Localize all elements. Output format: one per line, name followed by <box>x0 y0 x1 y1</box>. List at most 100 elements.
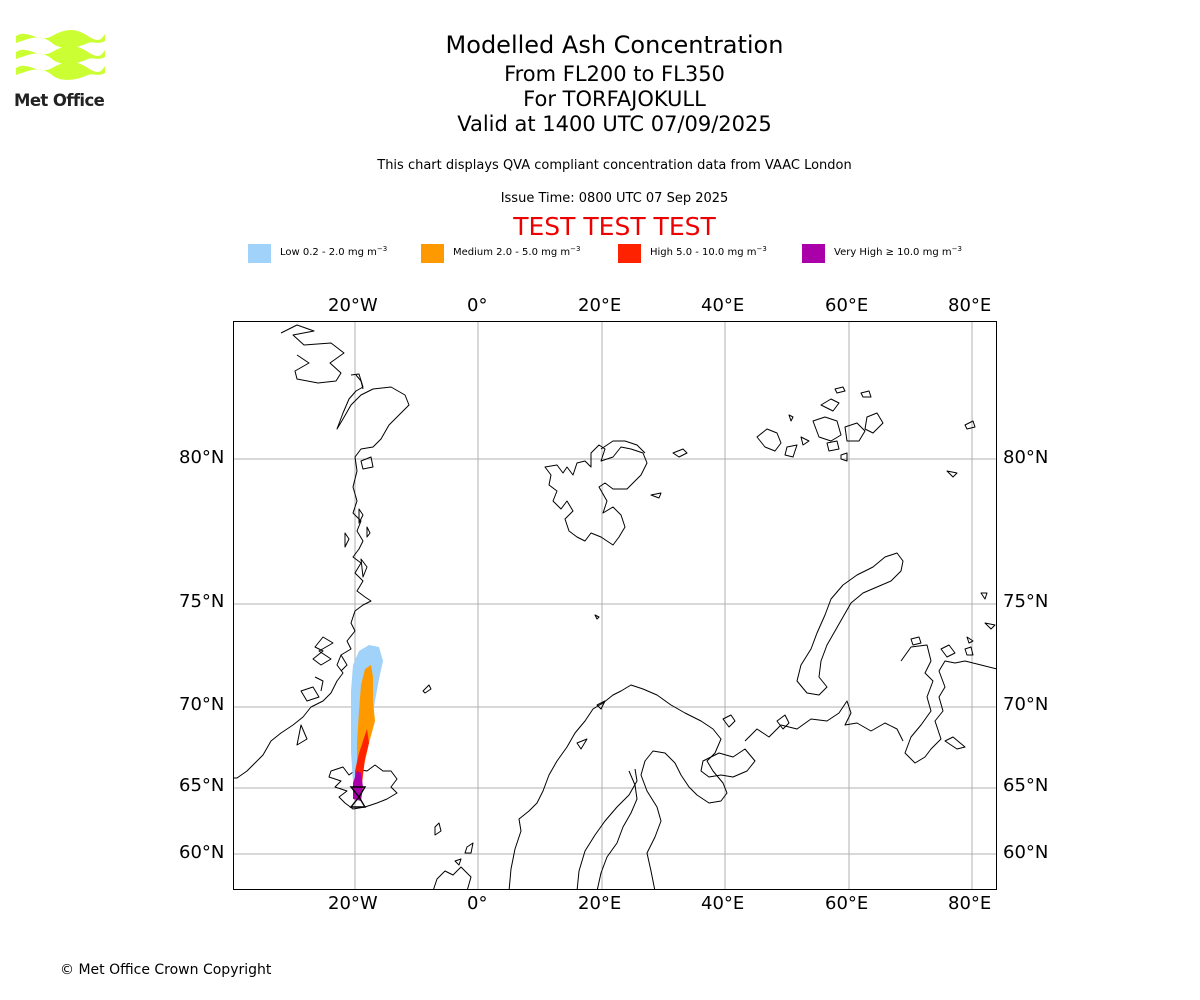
franz-josef-land-3 <box>812 416 842 442</box>
kolguev <box>722 714 736 728</box>
kanin <box>700 748 756 778</box>
lon-label-top-80e: 80°E <box>948 295 992 316</box>
issue-time: Issue Time: 0800 UTC 07 Sep 2025 <box>500 191 729 206</box>
lon-label-bottom-60e: 60°E <box>825 893 869 914</box>
arctic-islet-5 <box>966 636 974 644</box>
edgeoya-islet <box>650 492 662 499</box>
svalbard-main <box>544 444 648 546</box>
victoria-island <box>964 420 976 430</box>
svalbard-nordaustlandet <box>600 440 646 454</box>
franz-josef-land-5 <box>864 412 884 434</box>
pechora-coast <box>744 700 904 742</box>
lat-label-left-60n: 60°N <box>179 842 225 863</box>
lon-label-bottom-80e: 80°E <box>948 893 992 914</box>
lofoten <box>576 738 588 750</box>
lon-label-top-60e: 60°E <box>825 295 869 316</box>
lat-label-left-70n: 70°N <box>179 694 225 715</box>
norway-islet-1 <box>596 700 606 710</box>
arctic-islet-4 <box>984 622 996 630</box>
greenland-fjord-1 <box>360 456 374 470</box>
volcano-marker-icon <box>349 786 367 808</box>
map-area[interactable] <box>233 321 997 890</box>
lat-label-left-80n: 80°N <box>179 447 225 468</box>
greenland-inlet-4 <box>340 654 348 672</box>
novaya-zemlya <box>796 552 904 696</box>
taymyr-islet <box>910 636 922 646</box>
lat-label-right-65n: 65°N <box>1003 775 1049 796</box>
faroe-islands <box>434 822 442 836</box>
lat-label-left-75n: 75°N <box>179 591 225 612</box>
scandinavia-coast <box>508 684 728 889</box>
greenland-inlet-1 <box>300 686 320 702</box>
franz-josef-land-6 <box>820 398 840 412</box>
ob-gulf <box>940 644 956 658</box>
arctic-islet-2 <box>964 646 974 656</box>
greenland-islet-1 <box>344 532 350 548</box>
franz-josef-land-8 <box>860 390 872 398</box>
legend-label-high: High 5.0 - 10.0 mg m−3 <box>650 245 767 259</box>
arctic-islet-3 <box>980 592 988 600</box>
franz-josef-land-2 <box>784 444 798 458</box>
lat-label-right-75n: 75°N <box>1003 591 1049 612</box>
greenland-scoresby <box>312 636 334 666</box>
valid-time: Valid at 1400 UTC 07/09/2025 <box>457 112 772 136</box>
yamal-east <box>944 736 966 750</box>
flight-level-range: From FL200 to FL350 <box>504 62 725 86</box>
ushakov-island <box>946 470 958 478</box>
jan-mayen <box>422 684 432 694</box>
franz-josef-land-1 <box>756 428 782 452</box>
gulf-of-bothnia <box>596 770 638 889</box>
kvitoya <box>672 448 688 458</box>
legend-label-medium: Medium 2.0 - 5.0 mg m−3 <box>453 245 581 259</box>
legend-label-very-high: Very High ≥ 10.0 mg m−3 <box>834 245 962 259</box>
franz-josef-land-7 <box>834 386 846 394</box>
legend-swatch-very-high <box>802 244 825 263</box>
yamal-coast <box>900 644 996 764</box>
graticule <box>234 322 996 889</box>
franz-josef-land-11 <box>840 452 848 462</box>
greenland-inlet-3 <box>296 724 308 746</box>
lon-label-top-0: 0° <box>467 295 488 316</box>
lon-label-top-20e: 20°E <box>578 295 622 316</box>
ash-plume <box>351 645 383 801</box>
legend-label-low: Low 0.2 - 2.0 mg m−3 <box>280 245 388 259</box>
franz-josef-land-12 <box>788 414 794 422</box>
scotland-coast <box>433 866 472 889</box>
legend-swatch-medium <box>421 244 444 263</box>
greenland-inlet-2 <box>314 676 324 692</box>
chart-subtitle: This chart displays QVA compliant concen… <box>377 158 852 173</box>
lon-label-top-20w: 20°W <box>328 295 378 316</box>
lon-label-bottom-20w: 20°W <box>328 893 378 914</box>
volcano-name: For TORFAJOKULL <box>523 87 706 111</box>
scandinavia-coast-2 <box>576 768 638 889</box>
chart-title: Modelled Ash Concentration <box>445 31 784 59</box>
franz-josef-land-4 <box>844 422 866 442</box>
chart-title-block: Modelled Ash Concentration From FL200 to… <box>0 28 1200 137</box>
franz-josef-land-10 <box>826 440 840 452</box>
lat-label-right-70n: 70°N <box>1003 694 1049 715</box>
orkney <box>454 858 462 866</box>
map-svg <box>234 322 996 889</box>
greenland-fjord-2 <box>355 374 364 390</box>
vaygach <box>776 714 790 730</box>
met-office-logo-text: Met Office <box>14 91 105 110</box>
shetland <box>464 842 474 854</box>
lon-label-bottom-0: 0° <box>467 893 488 914</box>
lat-label-right-60n: 60°N <box>1003 842 1049 863</box>
lat-label-right-80n: 80°N <box>1003 447 1049 468</box>
test-banner: TEST TEST TEST <box>513 212 716 241</box>
greenland-coast <box>234 324 410 779</box>
lat-label-left-65n: 65°N <box>179 775 225 796</box>
hopen <box>594 614 600 620</box>
greenland-islet-4 <box>360 558 368 578</box>
copyright-notice: © Met Office Crown Copyright <box>60 962 272 978</box>
lon-label-top-40e: 40°E <box>701 295 745 316</box>
lon-label-bottom-40e: 40°E <box>701 893 745 914</box>
met-office-wave-icon <box>16 30 105 80</box>
lon-label-bottom-20e: 20°E <box>578 893 622 914</box>
legend-swatch-low <box>248 244 271 263</box>
greenland-islet-3 <box>358 508 364 524</box>
franz-josef-land-9 <box>800 436 810 446</box>
coastlines <box>234 324 996 889</box>
legend-swatch-high <box>618 244 641 263</box>
